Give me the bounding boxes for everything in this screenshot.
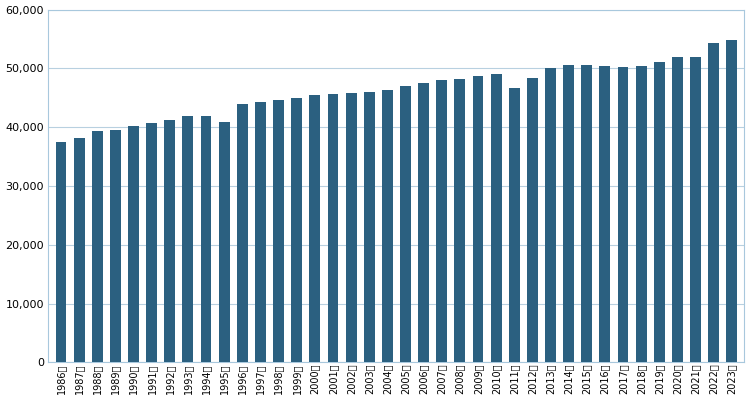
- Bar: [146, 123, 157, 362]
- Bar: [545, 68, 556, 362]
- Bar: [328, 94, 338, 362]
- Bar: [436, 80, 447, 362]
- Bar: [599, 66, 610, 362]
- Bar: [92, 130, 103, 362]
- Bar: [346, 93, 356, 362]
- Bar: [128, 126, 139, 362]
- Bar: [182, 116, 194, 362]
- Bar: [164, 120, 176, 362]
- Bar: [581, 66, 592, 362]
- Bar: [672, 57, 682, 362]
- Bar: [490, 74, 502, 362]
- Bar: [563, 65, 574, 362]
- Bar: [110, 130, 121, 362]
- Bar: [273, 100, 284, 362]
- Bar: [654, 62, 664, 362]
- Bar: [291, 98, 302, 362]
- Bar: [527, 78, 538, 362]
- Bar: [74, 138, 85, 362]
- Bar: [200, 116, 211, 362]
- Bar: [219, 122, 230, 362]
- Bar: [636, 66, 646, 362]
- Bar: [400, 86, 411, 362]
- Bar: [472, 76, 484, 362]
- Bar: [509, 88, 520, 362]
- Bar: [382, 90, 393, 362]
- Bar: [726, 40, 737, 362]
- Bar: [419, 83, 429, 362]
- Bar: [690, 57, 701, 362]
- Bar: [237, 104, 248, 362]
- Bar: [255, 102, 266, 362]
- Bar: [310, 94, 320, 362]
- Bar: [617, 67, 628, 362]
- Bar: [56, 142, 67, 362]
- Bar: [454, 79, 465, 362]
- Bar: [364, 92, 375, 362]
- Bar: [708, 43, 719, 362]
